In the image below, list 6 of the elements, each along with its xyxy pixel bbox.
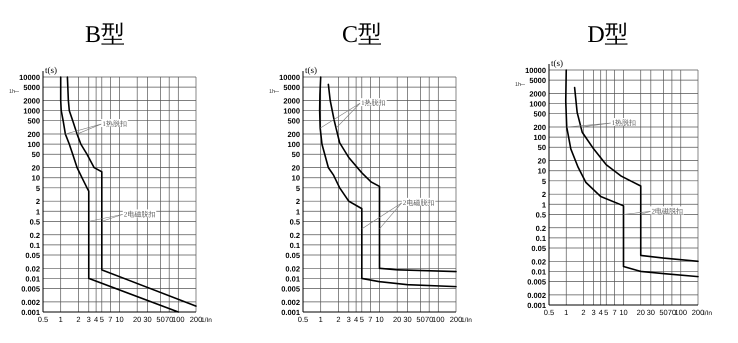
chart-title: C型 [342,22,382,48]
y-axis-title: t(s) [305,65,317,75]
y-axis-title: t(s) [551,58,563,68]
chart-title: D型 [587,22,629,48]
y-axis-title: t(s) [45,65,57,75]
chart-title: B型 [84,22,126,48]
